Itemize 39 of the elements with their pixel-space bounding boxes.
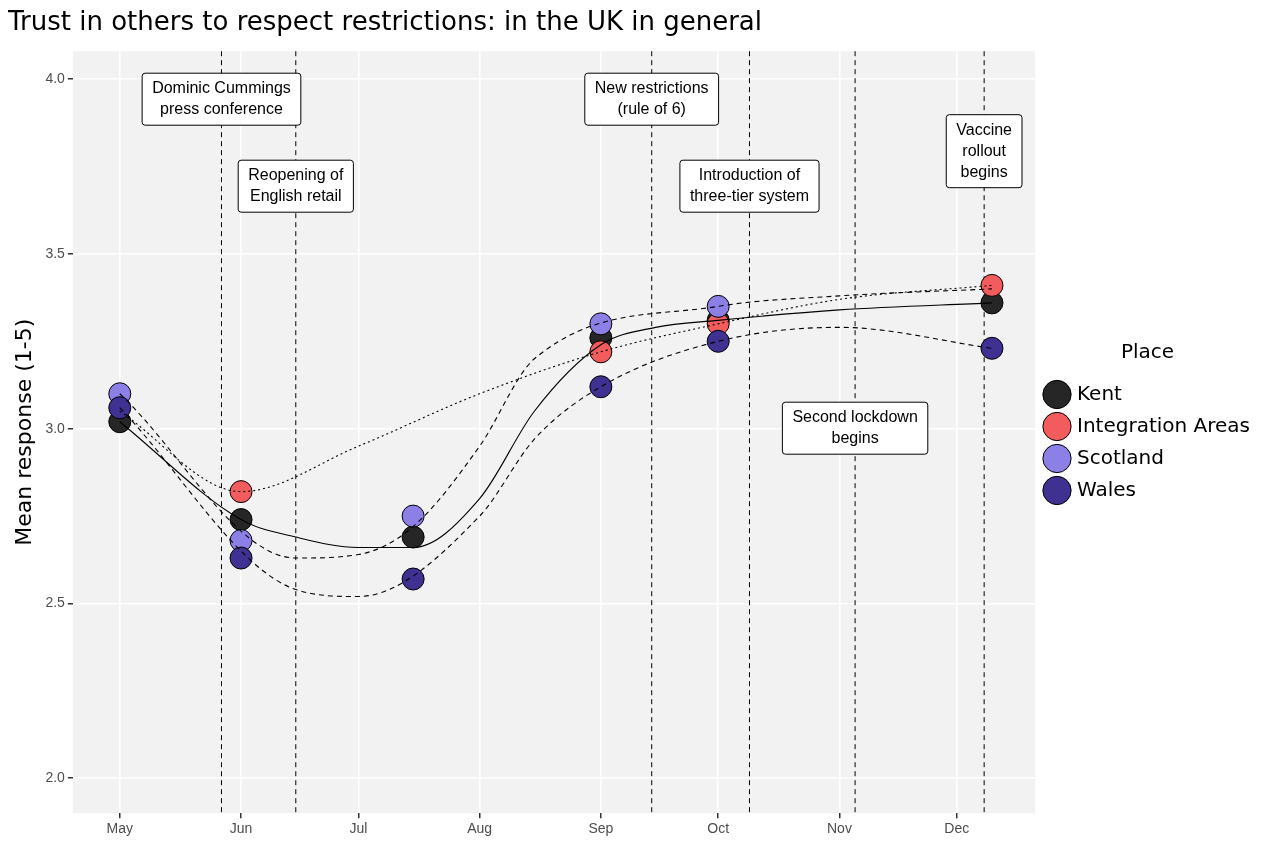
ref-line-label: New restrictions (rule of 6) <box>594 79 709 118</box>
ref-line-label: Second lockdown begins <box>792 408 918 447</box>
point <box>706 329 730 353</box>
ref-line-label: Dominic Cummings press conference <box>152 79 291 118</box>
point <box>401 504 425 528</box>
point <box>589 375 613 399</box>
legend-title: Place <box>1120 338 1175 363</box>
y-tick-label: 3.0 <box>45 419 66 436</box>
legend-label: Kent <box>1076 380 1123 405</box>
point <box>229 546 253 570</box>
y-tick-label: 4.0 <box>45 70 66 87</box>
x-tick-label: Nov <box>826 820 852 837</box>
ref-line-label: Vaccine rollout begins <box>956 120 1013 180</box>
point <box>589 340 613 364</box>
legend-label: Scotland <box>1076 444 1164 469</box>
x-tick-label: Oct <box>707 820 730 837</box>
point <box>401 525 425 549</box>
x-tick-label: Sep <box>588 820 614 837</box>
ref-line-label: Introduction of three-tier system <box>689 166 810 205</box>
y-tick-label: 2.0 <box>45 769 66 786</box>
point <box>401 567 425 591</box>
x-tick-label: Dec <box>944 820 970 837</box>
point <box>108 396 132 420</box>
y-tick-label: 2.5 <box>45 594 66 611</box>
point <box>980 336 1004 360</box>
point <box>706 294 730 318</box>
x-tick-label: Jul <box>349 820 368 837</box>
point <box>229 480 253 504</box>
y-tick-label: 3.5 <box>45 244 66 261</box>
x-tick-label: Aug <box>467 820 493 837</box>
point <box>980 273 1004 297</box>
point <box>589 312 613 336</box>
legend-label: Wales <box>1076 476 1137 501</box>
legend-label: Integration Areas <box>1076 412 1251 437</box>
ref-line-label: Reopening of English retail <box>248 166 344 205</box>
y-axis-title: Mean response (1-5) <box>10 318 36 546</box>
x-tick-label: May <box>106 820 134 837</box>
chart-title: Trust in others to respect restrictions: in the UK in general <box>7 6 763 37</box>
x-tick-label: Jun <box>229 820 253 837</box>
